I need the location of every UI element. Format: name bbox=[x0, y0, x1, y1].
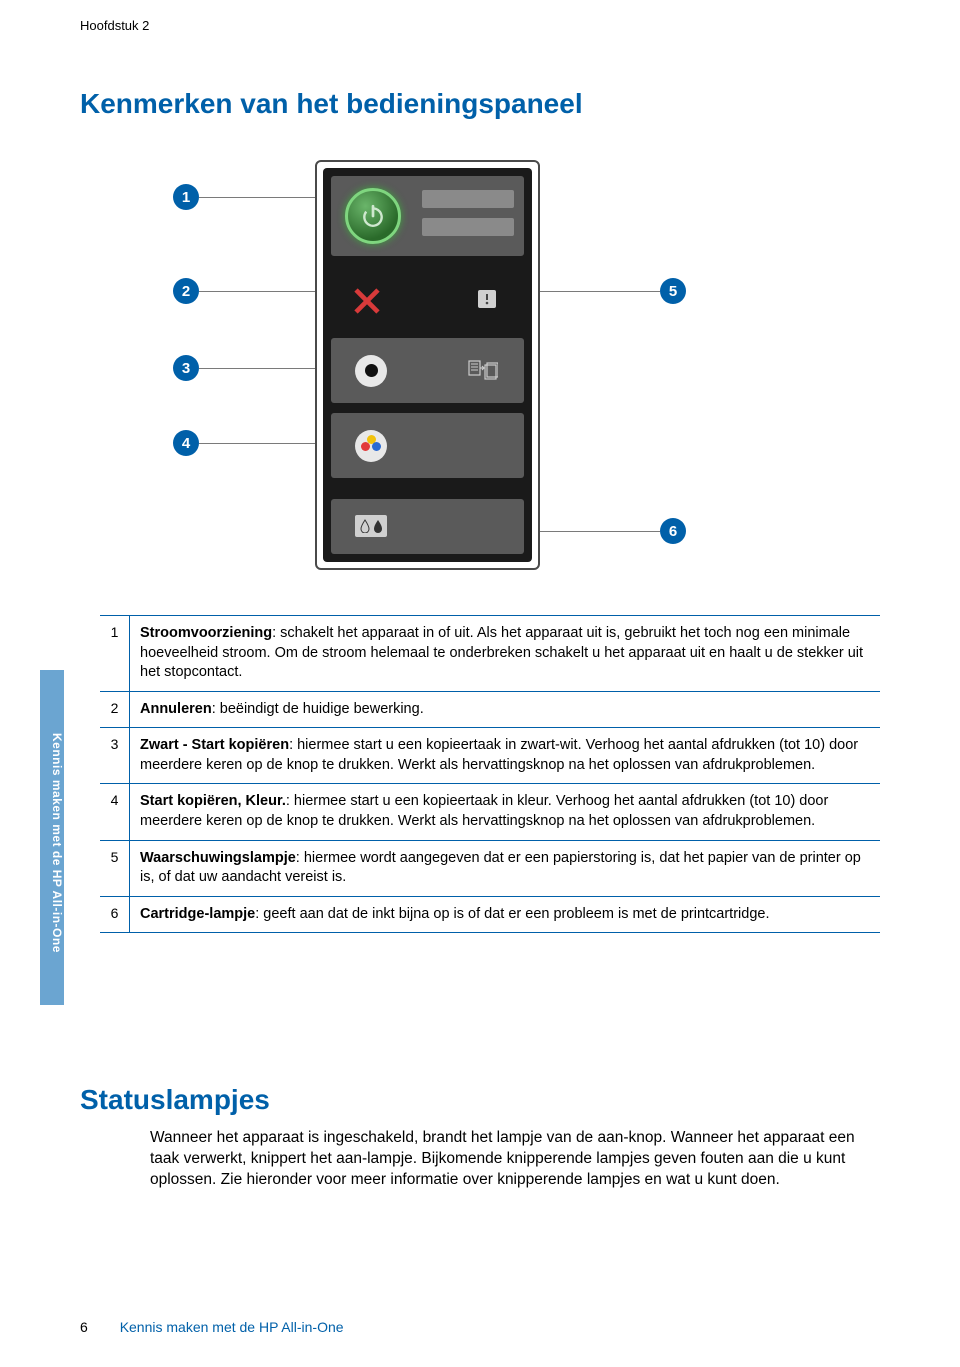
row-bold: Waarschuwingslampje bbox=[140, 850, 296, 866]
device-panel-inner bbox=[323, 168, 532, 562]
display-slot bbox=[422, 190, 514, 208]
cartridge-light bbox=[355, 515, 387, 537]
cancel-x-icon bbox=[353, 287, 381, 315]
row-num: 2 bbox=[100, 692, 130, 728]
row-num: 5 bbox=[100, 841, 130, 896]
row-text: Cartridge-lampje: geeft aan dat de inkt … bbox=[130, 897, 880, 933]
row-bold: Annuleren bbox=[140, 701, 212, 717]
cartridge-area bbox=[331, 499, 524, 554]
side-tab: Kennis maken met de HP All-in-One bbox=[40, 670, 64, 1005]
row-bold: Zwart - Start kopiëren bbox=[140, 737, 289, 753]
row-text: Zwart - Start kopiëren: hiermee start u … bbox=[130, 728, 880, 783]
power-icon bbox=[360, 203, 386, 229]
copy-color-button[interactable] bbox=[355, 430, 387, 462]
cancel-button[interactable] bbox=[353, 287, 381, 315]
row-rest: : geeft aan dat de inkt bijna op is of d… bbox=[255, 906, 769, 922]
row-text: Stroomvoorziening: schakelt het apparaat… bbox=[130, 616, 880, 691]
control-panel-diagram: 1 2 3 4 5 6 bbox=[170, 160, 690, 580]
copy-color-row bbox=[331, 413, 524, 478]
callout-1: 1 bbox=[173, 184, 199, 210]
display-slots bbox=[422, 190, 514, 236]
table-row: 3 Zwart - Start kopiëren: hiermee start … bbox=[100, 728, 880, 784]
callout-6: 6 bbox=[660, 518, 686, 544]
row-rest: : beëindigt de huidige bewerking. bbox=[212, 701, 424, 717]
cancel-area bbox=[331, 268, 524, 333]
table-row: 4 Start kopiëren, Kleur.: hiermee start … bbox=[100, 784, 880, 840]
row-bold: Start kopiëren, Kleur. bbox=[140, 793, 286, 809]
row-text: Start kopiëren, Kleur.: hiermee start u … bbox=[130, 784, 880, 839]
warning-light bbox=[478, 290, 496, 308]
table-row: 1 Stroomvoorziening: schakelt het appara… bbox=[100, 616, 880, 692]
callout-3: 3 bbox=[173, 355, 199, 381]
description-table: 1 Stroomvoorziening: schakelt het appara… bbox=[100, 615, 880, 933]
leader-1 bbox=[199, 197, 327, 198]
status-paragraph: Wanneer het apparaat is ingeschakeld, br… bbox=[150, 1128, 870, 1191]
table-row: 6 Cartridge-lampje: geeft aan dat de ink… bbox=[100, 897, 880, 934]
leader-3 bbox=[199, 368, 327, 369]
warning-icon bbox=[481, 293, 493, 305]
row-num: 1 bbox=[100, 616, 130, 691]
row-text: Waarschuwingslampje: hiermee wordt aange… bbox=[130, 841, 880, 896]
section-title: Kenmerken van het bedieningspaneel bbox=[80, 88, 583, 120]
bw-dot-icon bbox=[365, 364, 378, 377]
copy-icon bbox=[468, 360, 498, 387]
copy-bw-row bbox=[331, 338, 524, 403]
table-row: 2 Annuleren: beëindigt de huidige bewerk… bbox=[100, 692, 880, 729]
ink-drop-icon bbox=[373, 519, 383, 533]
display-slot bbox=[422, 218, 514, 236]
leader-2 bbox=[199, 291, 327, 292]
table-row: 5 Waarschuwingslampje: hiermee wordt aan… bbox=[100, 841, 880, 897]
row-text: Annuleren: beëindigt de huidige bewerkin… bbox=[130, 692, 880, 728]
section-title-statuslampjes: Statuslampjes bbox=[80, 1084, 270, 1116]
callout-2: 2 bbox=[173, 278, 199, 304]
row-bold: Cartridge-lampje bbox=[140, 906, 255, 922]
callout-4: 4 bbox=[173, 430, 199, 456]
callout-5: 5 bbox=[660, 278, 686, 304]
device-panel bbox=[315, 160, 540, 570]
ink-drop-icon bbox=[360, 519, 370, 533]
page-footer: 6 Kennis maken met de HP All-in-One bbox=[80, 1319, 344, 1335]
row-num: 4 bbox=[100, 784, 130, 839]
footer-text: Kennis maken met de HP All-in-One bbox=[120, 1319, 344, 1335]
chapter-header: Hoofdstuk 2 bbox=[80, 18, 149, 33]
row-num: 6 bbox=[100, 897, 130, 933]
power-area bbox=[331, 176, 524, 256]
copy-bw-button[interactable] bbox=[355, 355, 387, 387]
row-bold: Stroomvoorziening bbox=[140, 625, 272, 641]
power-button[interactable] bbox=[345, 188, 401, 244]
leader-4 bbox=[199, 443, 327, 444]
page-number: 6 bbox=[80, 1319, 88, 1335]
row-num: 3 bbox=[100, 728, 130, 783]
color-dot-blue-icon bbox=[372, 442, 381, 451]
